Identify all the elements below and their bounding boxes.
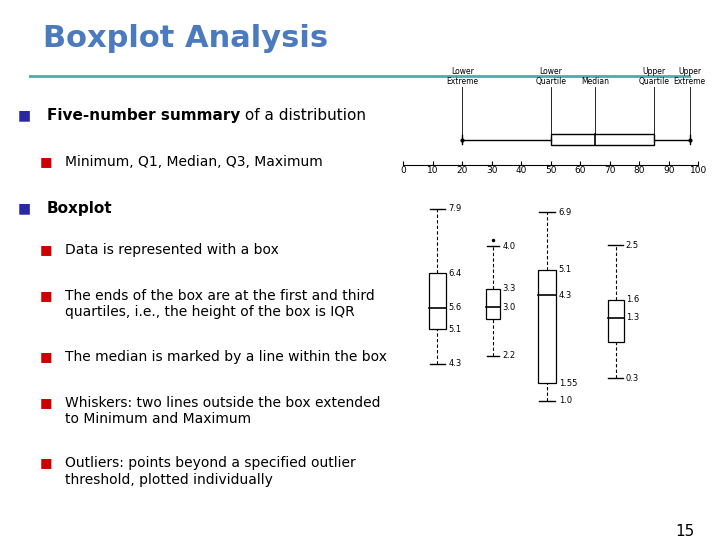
Bar [551,134,654,145]
Text: Lower
Extreme: Lower Extreme [446,68,478,86]
Bar [486,289,500,319]
Text: 2.5: 2.5 [626,241,639,250]
Text: ■: ■ [40,349,52,362]
Text: ■: ■ [40,456,52,469]
Text: of a distribution: of a distribution [240,108,366,123]
Text: ■: ■ [18,201,31,215]
Text: 4.0: 4.0 [502,242,516,251]
Text: Lower
Quartile: Lower Quartile [535,68,567,86]
Text: 0.3: 0.3 [626,374,639,383]
Text: 1.3: 1.3 [626,313,639,322]
Text: The ends of the box are at the first and third
quartiles, i.e., the height of th: The ends of the box are at the first and… [65,289,374,320]
Text: Whiskers: two lines outside the box extended
to Minimum and Maximum: Whiskers: two lines outside the box exte… [65,396,380,426]
Text: Five-number summary: Five-number summary [47,108,240,123]
Text: 5.6: 5.6 [449,303,462,312]
Text: ■: ■ [40,243,52,256]
Text: Boxplot: Boxplot [47,201,112,216]
Text: 3.3: 3.3 [502,285,516,293]
Text: 4.3: 4.3 [449,359,462,368]
Bar [429,273,446,329]
Text: Outliers: points beyond a specified outlier
threshold, plotted individually: Outliers: points beyond a specified outl… [65,456,356,487]
Text: The median is marked by a line within the box: The median is marked by a line within th… [65,349,387,363]
Text: ■: ■ [18,108,31,122]
Text: 5.1: 5.1 [559,265,572,274]
Text: ■: ■ [40,396,52,409]
Text: Upper
Extreme: Upper Extreme [673,68,706,86]
Text: 7.9: 7.9 [449,204,462,213]
Text: 1.55: 1.55 [559,379,577,388]
Text: Boxplot Analysis: Boxplot Analysis [42,24,328,53]
Text: 5.1: 5.1 [449,325,462,334]
Text: 2.2: 2.2 [502,351,516,360]
Bar [539,269,556,383]
Text: 6.4: 6.4 [449,269,462,278]
Text: 4.3: 4.3 [559,291,572,300]
Text: ■: ■ [40,289,52,302]
Text: 6.9: 6.9 [559,208,572,217]
Text: Upper
Quartile: Upper Quartile [639,68,670,86]
Text: 1.0: 1.0 [559,396,572,405]
Bar [608,300,624,342]
Text: Median: Median [581,77,609,86]
Text: 3.0: 3.0 [502,302,516,312]
Text: ■: ■ [40,154,52,167]
Text: 15: 15 [675,524,695,539]
Text: Data is represented with a box: Data is represented with a box [65,243,279,257]
Text: Minimum, Q1, Median, Q3, Maximum: Minimum, Q1, Median, Q3, Maximum [65,154,323,168]
Text: 1.6: 1.6 [626,295,639,304]
